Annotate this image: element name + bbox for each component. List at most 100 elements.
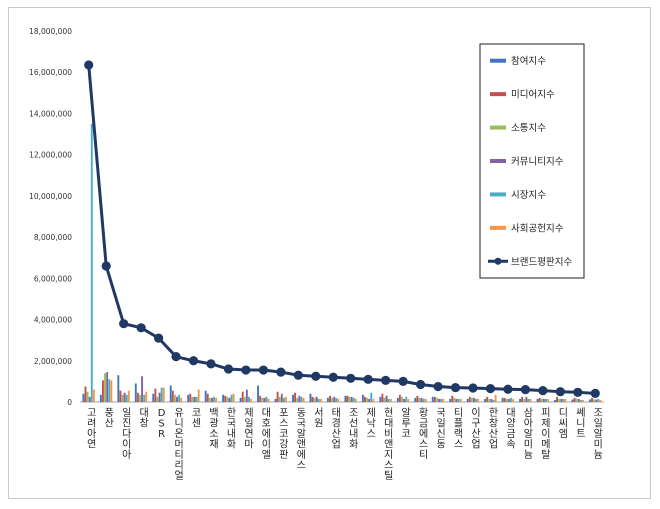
- bar: [171, 390, 174, 402]
- bar: [302, 397, 305, 402]
- bar-layer: [82, 123, 602, 402]
- legend-label: 소통지수: [511, 123, 546, 134]
- bar: [401, 396, 403, 402]
- bar: [127, 390, 130, 402]
- bar: [366, 397, 368, 402]
- legend-swatch: [490, 58, 506, 63]
- bar: [191, 396, 194, 402]
- bar: [193, 396, 196, 402]
- bar: [521, 396, 524, 402]
- bar: [494, 394, 497, 402]
- bar: [554, 399, 556, 402]
- bar: [529, 398, 532, 402]
- y-tick-label: 0: [67, 398, 72, 407]
- bar: [230, 394, 233, 402]
- bar: [389, 398, 392, 402]
- line-point: [206, 359, 216, 369]
- bar: [435, 397, 438, 402]
- bar: [106, 372, 109, 402]
- bar: [298, 395, 301, 402]
- bar: [241, 391, 244, 402]
- line-point: [188, 356, 199, 366]
- y-tick-label: 16,000,000: [29, 68, 72, 77]
- line-point: [555, 387, 565, 397]
- bar: [344, 395, 347, 402]
- bar: [82, 393, 85, 402]
- line-point: [381, 375, 391, 385]
- bar: [501, 397, 504, 402]
- line-point: [223, 364, 234, 374]
- bar: [108, 379, 111, 402]
- bar: [136, 392, 139, 402]
- line-point: [258, 365, 268, 375]
- bar: [102, 380, 104, 402]
- line-point: [520, 385, 531, 395]
- line-point: [503, 384, 513, 394]
- bar: [250, 398, 253, 402]
- bar: [296, 397, 299, 402]
- bar: [424, 398, 427, 402]
- bar: [538, 397, 541, 402]
- bar: [558, 398, 561, 402]
- bar: [134, 383, 137, 402]
- bar: [84, 386, 87, 402]
- line-point: [101, 261, 111, 271]
- line-point: [450, 382, 461, 393]
- legend-swatch: [490, 125, 506, 130]
- line-point: [573, 387, 583, 397]
- bar: [88, 396, 91, 402]
- bar: [180, 397, 183, 402]
- bar: [396, 397, 399, 402]
- bar: [162, 387, 165, 402]
- bar: [581, 399, 584, 402]
- bar: [512, 398, 515, 402]
- line-point: [433, 381, 443, 392]
- bar: [352, 397, 355, 402]
- bar: [414, 397, 417, 402]
- line-point: [416, 379, 426, 390]
- bar: [176, 396, 178, 402]
- bar: [139, 394, 141, 402]
- bar: [519, 398, 521, 402]
- legend-swatch-marker: [494, 257, 502, 265]
- bar: [407, 398, 410, 402]
- bar: [381, 393, 384, 402]
- bar: [536, 398, 539, 402]
- bar: [361, 394, 364, 402]
- bar: [525, 396, 528, 402]
- bar: [431, 396, 434, 402]
- bar: [383, 397, 386, 402]
- bar: [326, 397, 329, 402]
- bar: [335, 397, 338, 402]
- bar: [492, 399, 495, 402]
- line-point: [119, 319, 129, 329]
- line-point: [328, 372, 338, 382]
- line-point: [171, 352, 181, 362]
- bar: [354, 398, 357, 402]
- bar: [123, 392, 126, 402]
- bar: [440, 398, 443, 402]
- bar: [224, 395, 227, 402]
- bar: [267, 398, 270, 402]
- bar: [562, 398, 565, 402]
- bar: [505, 398, 508, 402]
- bar: [385, 395, 388, 402]
- bar: [523, 398, 526, 402]
- bar: [319, 398, 322, 402]
- bar: [591, 397, 593, 402]
- bar: [99, 394, 102, 402]
- bar: [213, 396, 215, 402]
- bar: [226, 396, 229, 402]
- bar: [490, 398, 493, 402]
